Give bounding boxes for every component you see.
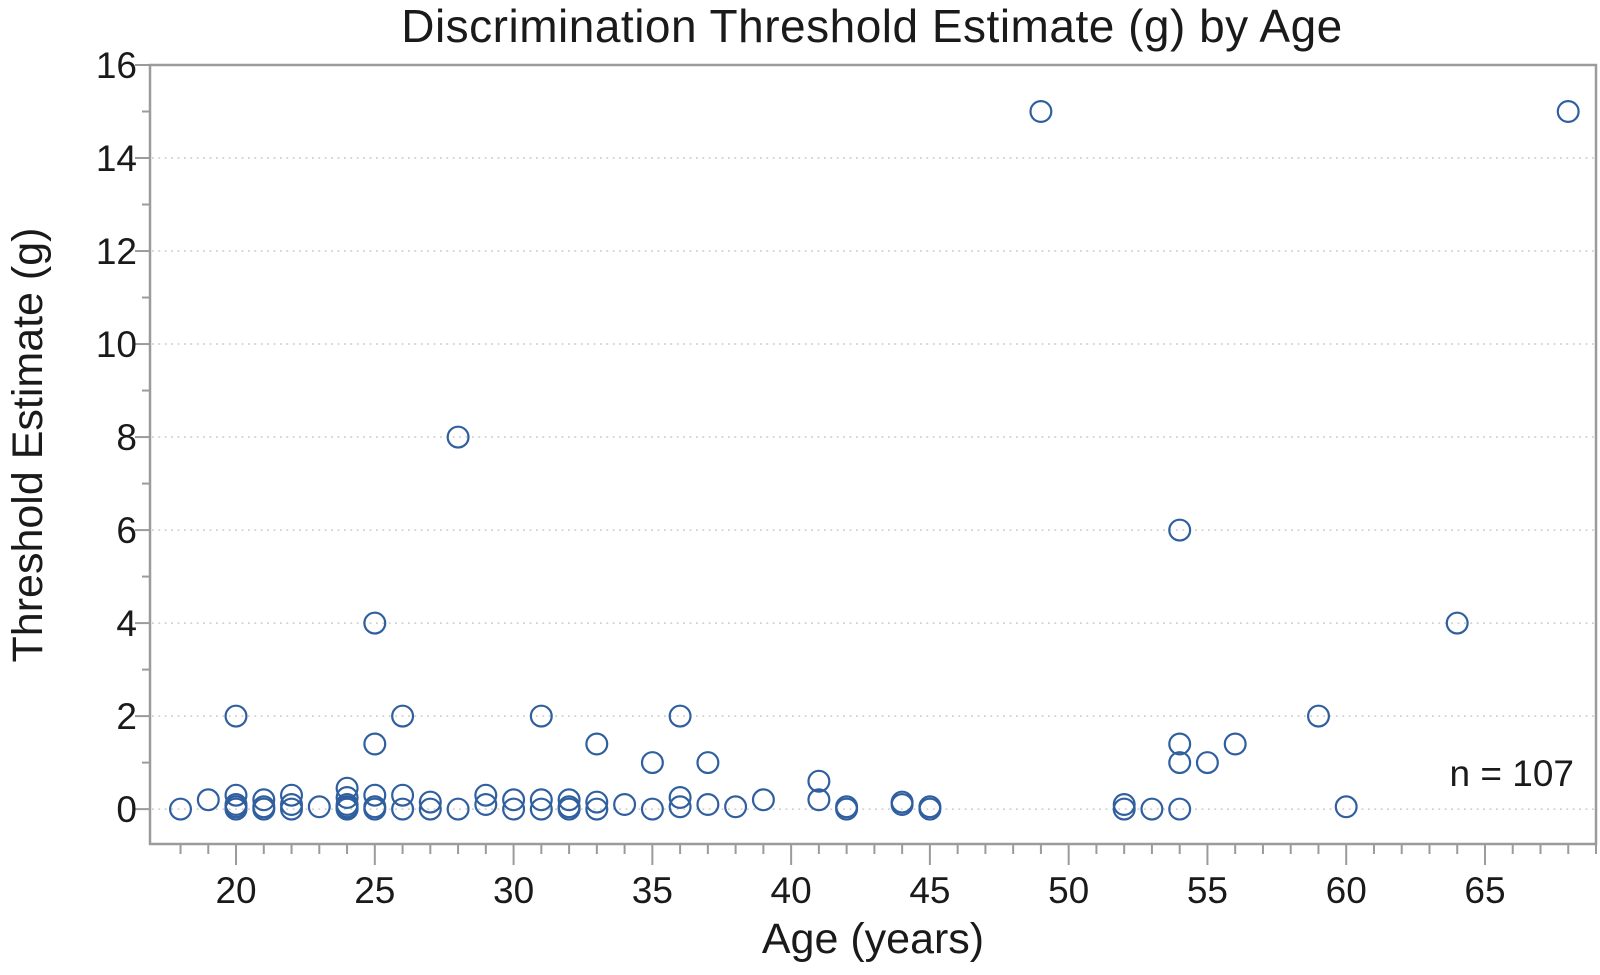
data-point: [668, 785, 692, 809]
data-point: [1112, 792, 1136, 816]
data-point: [585, 732, 609, 756]
y-tick-label-12: 12: [96, 231, 137, 272]
data-point: [640, 751, 664, 775]
x-tick-label-40: 40: [771, 870, 812, 911]
data-point: [391, 797, 415, 821]
data-point: [363, 732, 387, 756]
data-point: [474, 792, 498, 816]
x-tick-label-55: 55: [1187, 870, 1228, 911]
data-point: [585, 790, 609, 814]
y-tick-label-2: 2: [116, 696, 137, 737]
data-point: [668, 795, 692, 819]
data-points: [169, 99, 1580, 821]
data-point: [196, 788, 220, 812]
data-point: [557, 797, 581, 821]
data-point: [391, 704, 415, 728]
data-point: [418, 797, 442, 821]
data-point: [696, 792, 720, 816]
data-point: [1306, 704, 1330, 728]
x-tick-label-65: 65: [1464, 870, 1505, 911]
data-point: [1195, 751, 1219, 775]
data-point: [696, 751, 720, 775]
y-tick-label-4: 4: [116, 603, 137, 644]
data-point: [1168, 732, 1192, 756]
data-point: [224, 704, 248, 728]
data-point: [224, 783, 248, 807]
data-point: [335, 797, 359, 821]
data-point: [169, 797, 193, 821]
y-tick-label-0: 0: [116, 789, 137, 830]
data-point: [1168, 518, 1192, 542]
data-point: [585, 797, 609, 821]
data-point: [1029, 99, 1053, 123]
data-point: [918, 797, 942, 821]
data-point: [529, 788, 553, 812]
x-tick-label-30: 30: [493, 870, 534, 911]
data-point: [363, 797, 387, 821]
data-point: [807, 788, 831, 812]
data-point: [418, 790, 442, 814]
data-point: [668, 704, 692, 728]
x-tick-label-45: 45: [909, 870, 950, 911]
data-point: [280, 792, 304, 816]
data-point: [807, 769, 831, 793]
data-point: [363, 611, 387, 635]
data-point: [280, 797, 304, 821]
data-point: [724, 795, 748, 819]
data-point: [529, 797, 553, 821]
data-point: [529, 704, 553, 728]
data-point: [1112, 797, 1136, 821]
data-point: [613, 792, 637, 816]
data-point: [224, 797, 248, 821]
data-point: [363, 783, 387, 807]
y-tick-label-8: 8: [116, 417, 137, 458]
data-point: [640, 797, 664, 821]
data-point: [502, 797, 526, 821]
data-point: [835, 797, 859, 821]
x-axis-label: Age (years): [762, 915, 984, 963]
data-point: [1168, 751, 1192, 775]
data-point: [335, 785, 359, 809]
data-point: [1140, 797, 1164, 821]
data-point: [252, 788, 276, 812]
y-tick-label-16: 16: [96, 45, 137, 86]
tick-labels: 20 25 30 35 40 45 50 55 60 65 0 2 4 6 8 10 12 14 16: [96, 45, 1506, 911]
data-point: [391, 783, 415, 807]
x-tick-label-60: 60: [1326, 870, 1367, 911]
data-point: [474, 783, 498, 807]
x-tick-label-25: 25: [354, 870, 395, 911]
x-tick-label-35: 35: [632, 870, 673, 911]
data-point: [557, 788, 581, 812]
gridlines: [152, 157, 1594, 810]
data-point: [1445, 611, 1469, 635]
data-point: [252, 797, 276, 821]
y-axis-label: Threshold Estimate (g): [4, 228, 52, 663]
data-point: [502, 788, 526, 812]
plot-frame: [148, 63, 1598, 846]
data-point: [446, 425, 470, 449]
data-point: [890, 792, 914, 816]
data-point: [446, 797, 470, 821]
sample-size-annotation: n = 107: [1450, 753, 1574, 794]
x-tick-label-50: 50: [1048, 870, 1089, 911]
data-point: [1168, 797, 1192, 821]
y-tick-label-10: 10: [96, 324, 137, 365]
data-point: [1334, 795, 1358, 819]
data-point: [1223, 732, 1247, 756]
y-tick-label-6: 6: [116, 510, 137, 551]
y-tick-label-14: 14: [96, 138, 137, 179]
data-point: [751, 788, 775, 812]
chart-title: Discrimination Threshold Estimate (g) by…: [401, 0, 1343, 52]
data-point: [1556, 99, 1580, 123]
data-point: [280, 783, 304, 807]
data-point: [307, 795, 331, 819]
x-tick-label-20: 20: [215, 870, 256, 911]
axis-ticks: [135, 64, 1597, 865]
